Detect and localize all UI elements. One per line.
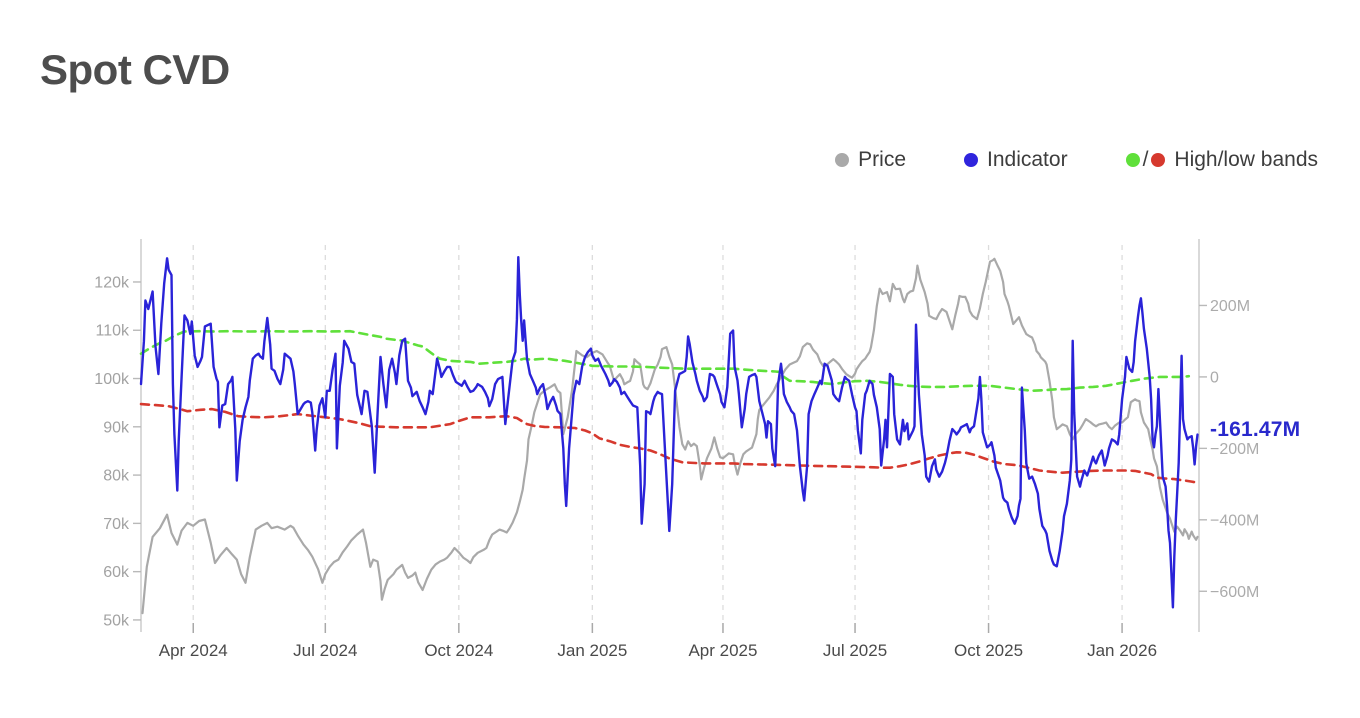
left-tick-label: 120k xyxy=(94,274,130,291)
right-tick-label: −400M xyxy=(1210,512,1259,529)
band-separator: / xyxy=(1142,148,1149,171)
right-tick-label: −200M xyxy=(1210,441,1259,458)
x-tick-label: Apr 2025 xyxy=(688,641,757,660)
x-tick-label: Jan 2026 xyxy=(1087,641,1157,660)
x-tick-label: Jan 2025 xyxy=(557,641,627,660)
indicator-line xyxy=(139,256,1199,609)
right-tick-label: −600M xyxy=(1210,584,1259,601)
current-value-label: -161.47M xyxy=(1210,418,1301,441)
left-tick-label: 90k xyxy=(103,419,130,436)
legend-item-price[interactable]: Price xyxy=(835,148,906,172)
x-tick-label: Apr 2024 xyxy=(159,641,228,660)
right-tick-label: 200M xyxy=(1210,298,1250,315)
legend-item-indicator[interactable]: Indicator xyxy=(964,148,1068,172)
legend-label-price: Price xyxy=(858,148,907,171)
left-tick-label: 110k xyxy=(95,323,130,340)
x-tick-label: Jul 2024 xyxy=(293,641,357,660)
legend-item-bands[interactable]: / High/low bands xyxy=(1125,148,1318,172)
indicator-dot-icon xyxy=(964,153,979,167)
left-tick-label: 50k xyxy=(103,612,130,629)
left-tick-label: 60k xyxy=(103,564,130,581)
low-band-dot-icon xyxy=(1151,153,1166,167)
low-band-line xyxy=(139,402,1199,485)
x-tick-label: Oct 2025 xyxy=(954,641,1023,660)
x-tick-label: Oct 2024 xyxy=(424,641,493,660)
left-tick-label: 100k xyxy=(94,371,130,388)
left-tick-label: 80k xyxy=(103,468,130,485)
legend-label-indicator: Indicator xyxy=(987,148,1068,171)
price-line xyxy=(141,257,1199,615)
page-title: Spot CVD xyxy=(40,46,230,93)
band-dots: / xyxy=(1125,148,1166,172)
legend: Price Indicator / High/low bands xyxy=(835,148,1318,172)
price-dot-icon xyxy=(835,153,850,167)
left-tick-label: 70k xyxy=(103,516,130,533)
right-tick-label: 0 xyxy=(1210,369,1219,386)
high-band-line xyxy=(139,329,1191,393)
x-tick-label: Jul 2025 xyxy=(823,641,887,660)
high-band-dot-icon xyxy=(1125,153,1140,167)
legend-label-bands: High/low bands xyxy=(1174,148,1318,171)
